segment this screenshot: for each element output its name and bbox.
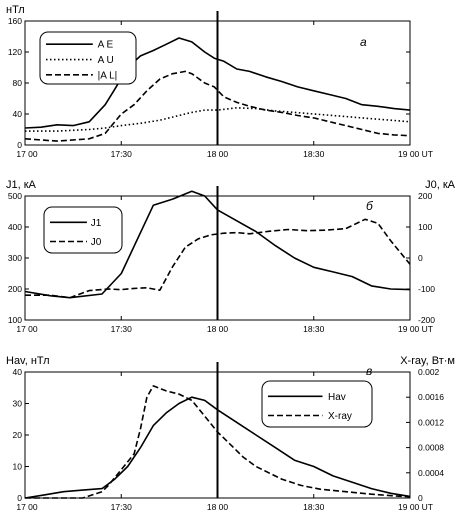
y-axis-label: нТл <box>6 4 25 16</box>
legend-label: A E <box>98 40 114 51</box>
y-tick-label-right: 200 <box>418 191 432 201</box>
y-tick-label-right: -200 <box>418 315 435 325</box>
x-tick-label: 18:30 <box>303 502 325 512</box>
y-tick-label: 500 <box>8 191 22 201</box>
y-tick-label: 10 <box>13 462 23 472</box>
y-tick-label-right: 0.0012 <box>418 417 444 427</box>
legend-box <box>39 31 137 85</box>
x-tick-label: 17:30 <box>111 502 133 512</box>
y-tick-label: 20 <box>13 430 23 440</box>
y-tick-label: 160 <box>8 16 22 26</box>
legend-box <box>261 380 373 428</box>
panel-c: 17 00 17:30 18 00 18:30 19 00 UT01020304000.… <box>6 355 455 512</box>
y-tick-label: 300 <box>8 253 22 263</box>
y-tick-label: 80 <box>13 78 23 88</box>
y-tick-label: 200 <box>8 284 22 294</box>
x-tick-label: 17:30 <box>111 324 133 334</box>
series-line--a-l- <box>24 70 411 142</box>
y-tick-label-right: 0 <box>418 253 423 263</box>
panel-a: 17 00 17:30 18 00 18:30 19 00 UT 0 40 80 120 160н… <box>6 4 433 159</box>
x-tick-label: 18 00 <box>207 149 229 159</box>
panel-letter: в <box>366 364 372 378</box>
x-tick-label: 18 00 <box>207 502 229 512</box>
x-tick-label: 18 00 <box>207 324 229 334</box>
x-tick-label: 17 00 <box>16 502 38 512</box>
series-line-j1 <box>24 190 411 299</box>
x-tick-label: 17 00 <box>16 324 38 334</box>
series-line-a-e <box>24 37 411 129</box>
legend-label: |A L| <box>98 70 118 81</box>
y-axis-label: Hav, нТл <box>6 355 50 367</box>
x-tick-label: 17:30 <box>111 149 133 159</box>
y-tick-label-right: 0 <box>418 493 423 503</box>
series-line-j0 <box>25 218 411 299</box>
y-tick-label: 0 <box>17 140 22 150</box>
x-tick-label: 17 00 <box>16 149 38 159</box>
y-tick-label: 100 <box>8 315 22 325</box>
x-tick-label: 18:30 <box>303 324 325 334</box>
y-tick-label: 30 <box>13 399 23 409</box>
x-tick-label: 18:30 <box>303 149 325 159</box>
y-axis-label: J1, кА <box>6 179 37 191</box>
x-tick-label: 19 00 UT <box>398 324 433 334</box>
y-axis-label-right: X-ray, Вт·м <box>400 355 455 367</box>
series-line-x-ray <box>25 385 411 499</box>
y-tick-label-right: -100 <box>418 284 435 294</box>
y-tick-label-right: 0.0016 <box>418 392 444 402</box>
legend-box <box>43 206 123 254</box>
legend-label: J1 <box>91 218 102 229</box>
y-tick-label: 0 <box>17 493 22 503</box>
y-axis-label-right: J0, кА <box>425 179 456 191</box>
panel-letter: а <box>360 35 367 49</box>
legend-label: X-ray <box>328 411 352 422</box>
series-line-hav <box>24 396 411 499</box>
y-tick-label-right: 0.002 <box>418 367 440 377</box>
x-tick-label: 19 00 UT <box>398 149 433 159</box>
panel-b: 17 00 17:30 18 00 18:30 19 00 UT 100 200 300 400… <box>6 179 456 334</box>
x-tick-label: 19 00 UT <box>398 502 433 512</box>
y-tick-label: 120 <box>8 47 22 57</box>
y-tick-label: 400 <box>8 222 22 232</box>
legend-label: Hav <box>328 392 346 403</box>
panel-letter: б <box>366 199 374 213</box>
y-tick-label: 40 <box>13 367 23 377</box>
y-tick-label: 40 <box>13 109 23 119</box>
y-tick-label-right: 100 <box>418 222 432 232</box>
y-tick-label-right: 0.0004 <box>418 468 444 478</box>
legend-label: J0 <box>91 237 102 248</box>
y-tick-label-right: 0.0008 <box>418 443 444 453</box>
legend-label: A U <box>98 55 114 66</box>
